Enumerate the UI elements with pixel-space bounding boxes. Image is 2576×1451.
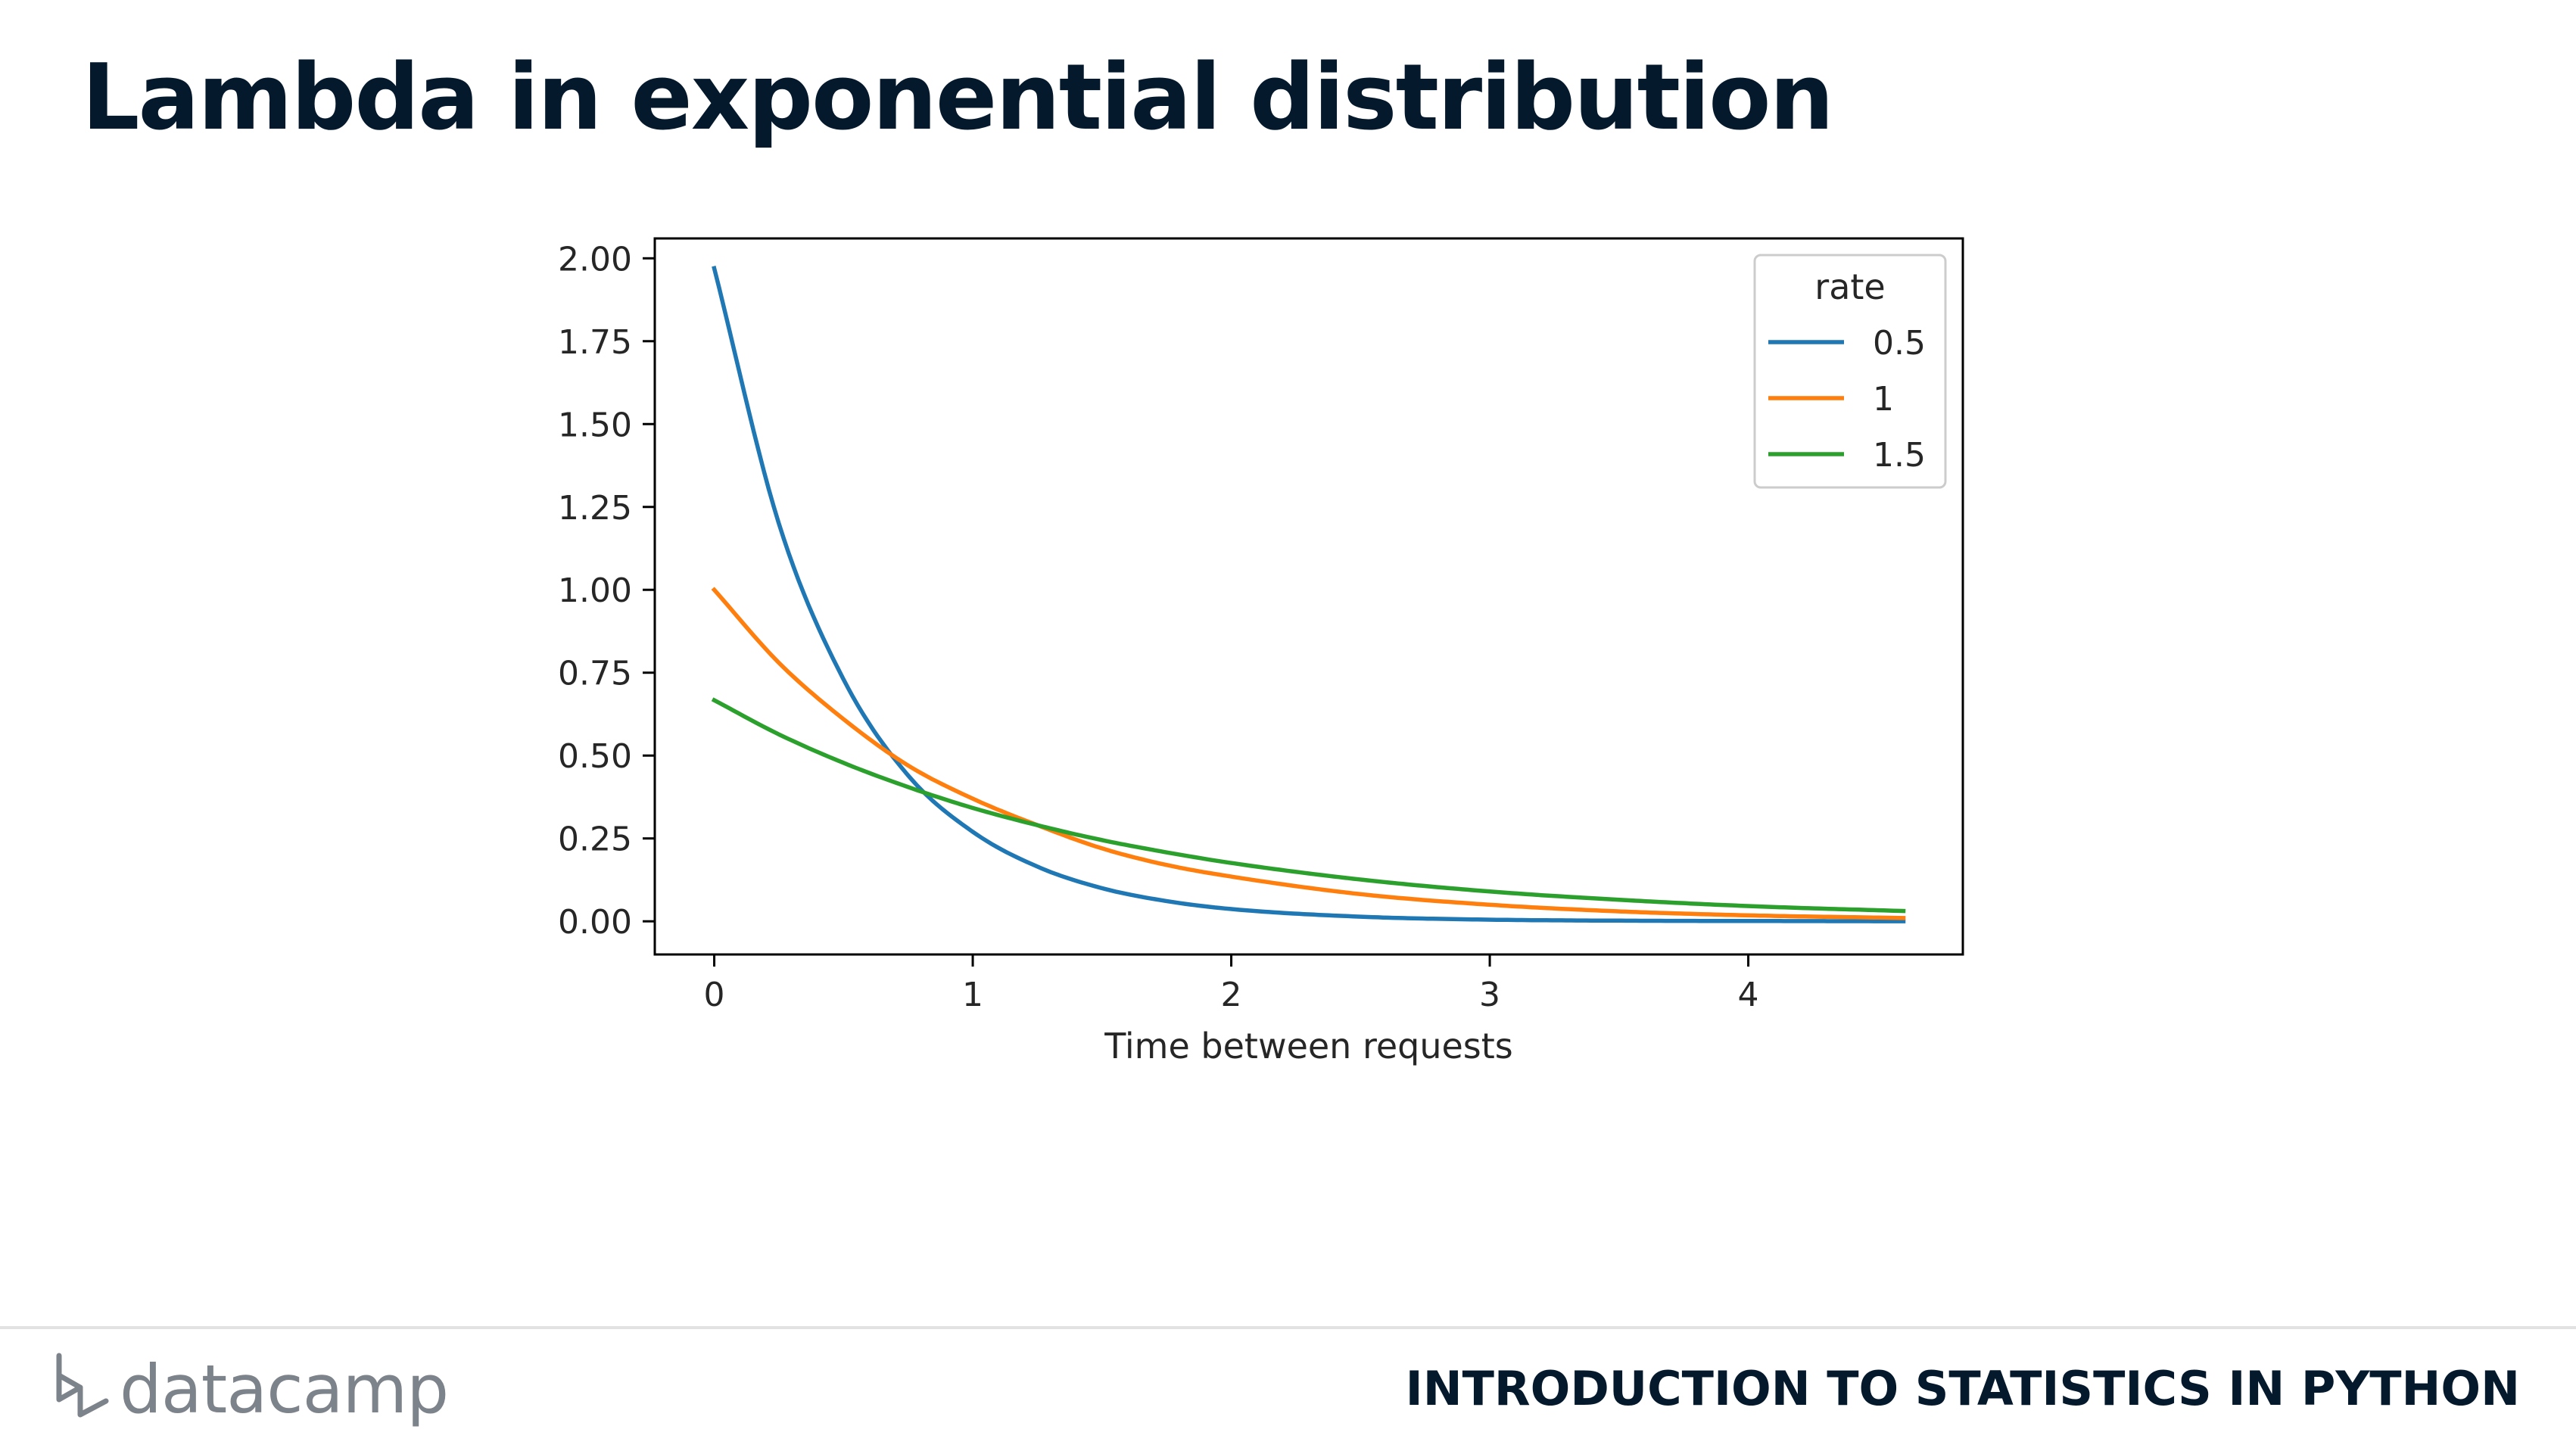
- y-tick-label: 2.00: [558, 240, 632, 279]
- plot-area-frame: [653, 237, 1964, 956]
- legend-box: [1753, 254, 1947, 489]
- x-tick-label: 0: [704, 976, 725, 1014]
- y-tick-label: 1.50: [558, 406, 632, 444]
- datacamp-logo-icon: [56, 1353, 109, 1418]
- y-tick-label: 0.75: [558, 655, 632, 693]
- legend-label: 1: [1873, 380, 1894, 419]
- x-tick-label: 1: [962, 976, 983, 1014]
- slide-title: Lambda in exponential distribution: [82, 45, 1834, 151]
- y-tick-label: 0.00: [558, 903, 632, 942]
- legend-label: 0.5: [1873, 324, 1926, 363]
- series-line-0-5: [712, 266, 1906, 923]
- chart-legend: rate 0.5 1 1.5: [1753, 254, 1947, 489]
- y-tick-label: 0.25: [558, 820, 632, 859]
- course-title: INTRODUCTION TO STATISTICS IN PYTHON: [1405, 1361, 2520, 1416]
- x-tick-label: 4: [1738, 976, 1759, 1014]
- datacamp-logo-text: datacamp: [120, 1350, 449, 1428]
- series-line-1-5: [711, 697, 1906, 914]
- x-axis-label: Time between requests: [1104, 1026, 1513, 1066]
- y-tick-label: 1.00: [558, 571, 632, 610]
- x-tick-label: 2: [1221, 976, 1242, 1014]
- series-line-1: [711, 587, 1906, 920]
- y-tick-label: 1.75: [558, 323, 632, 362]
- legend-title: rate: [1814, 266, 1885, 307]
- datacamp-logo: datacamp: [53, 1347, 449, 1431]
- y-tick-label: 0.50: [558, 737, 632, 776]
- y-tick-label: 1.25: [558, 489, 632, 528]
- legend-label: 1.5: [1873, 436, 1926, 475]
- footer-divider: [0, 1326, 2576, 1329]
- x-tick-label: 3: [1479, 976, 1500, 1014]
